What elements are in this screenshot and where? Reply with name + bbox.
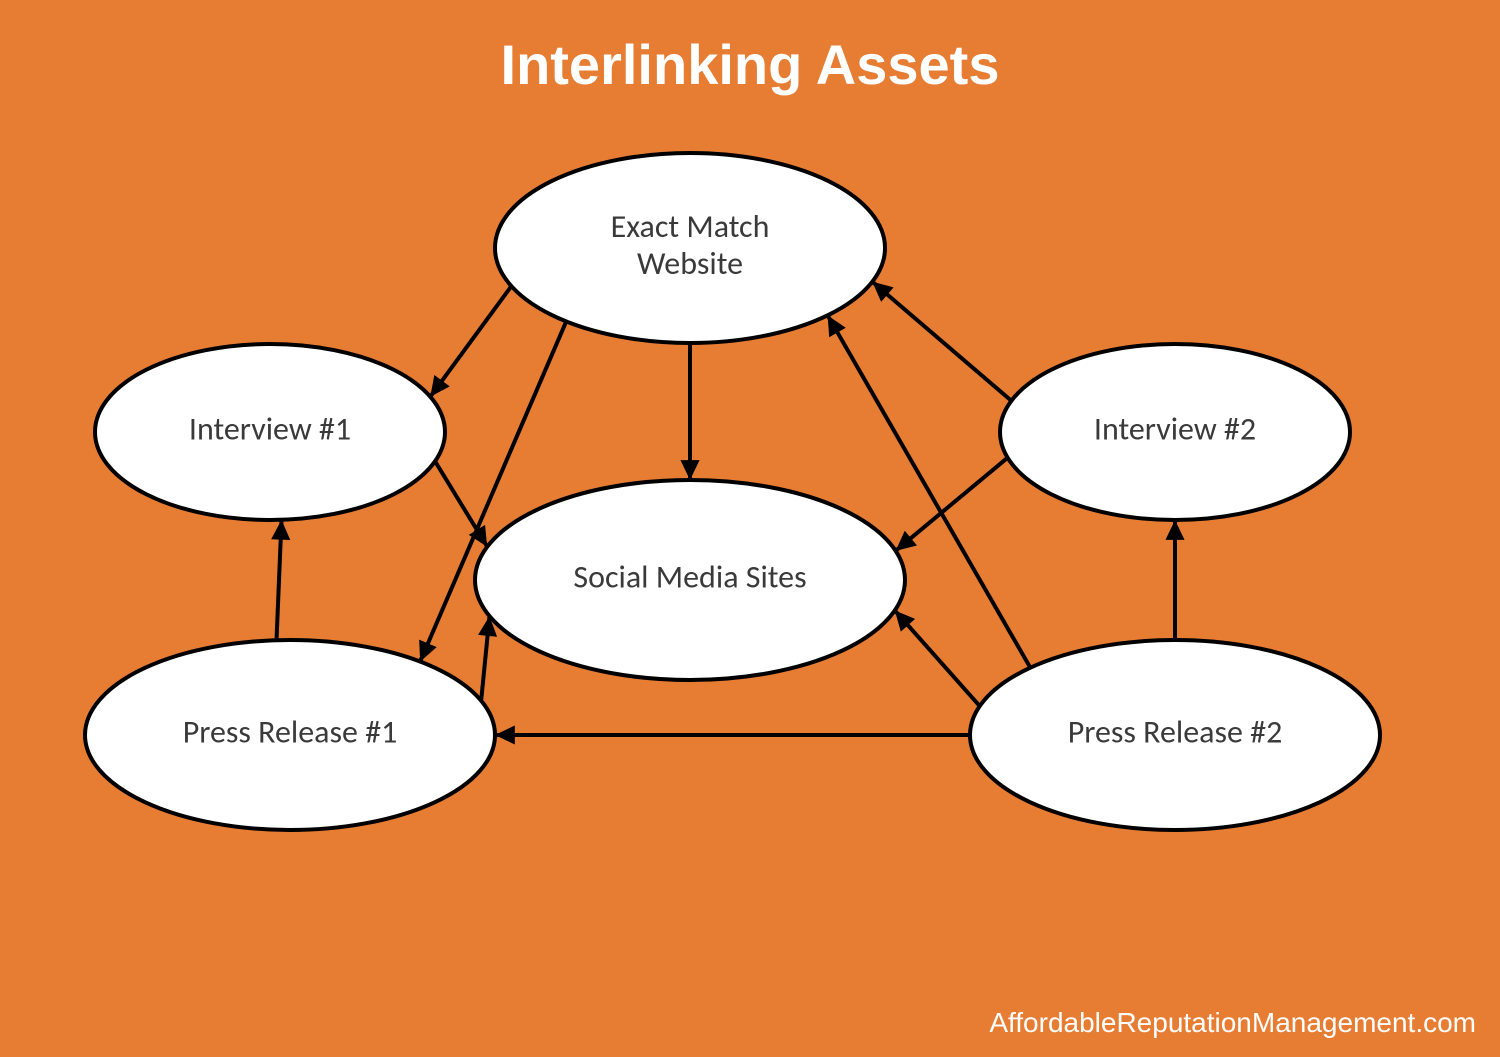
arrowhead-emw-iv1 (430, 375, 449, 397)
node-label-iv2: Interview #2 (1094, 410, 1256, 449)
node-label-pr1: Press Release #1 (183, 713, 398, 752)
arrowhead-emw-sms (680, 460, 699, 480)
network-svg: Exact MatchWebsite Interview #1 Interview … (0, 0, 1500, 1057)
edge-iv2-sms (896, 458, 1008, 551)
node-label-emw-line0: Exact Match (611, 207, 770, 246)
arrowhead-pr2-iv2 (1165, 520, 1184, 540)
arrowhead-pr2-pr1 (495, 725, 515, 744)
nodes-group: Exact MatchWebsite Interview #1 Interview … (85, 153, 1380, 830)
edge-iv2-emw (872, 282, 1011, 401)
node-label-emw-line1: Website (637, 244, 743, 283)
node-label-iv1: Interview #1 (189, 410, 351, 449)
node-label-pr2: Press Release #2 (1068, 713, 1283, 752)
arrowhead-pr1-iv1 (271, 520, 290, 540)
diagram-canvas: Interlinking Assets Exact MatchWebsiteIn… (0, 0, 1500, 1057)
node-label-sms: Social Media Sites (573, 558, 806, 597)
edge-emw-iv1 (430, 286, 511, 397)
footer-credit: AffordableReputationManagement.com (989, 1007, 1476, 1039)
